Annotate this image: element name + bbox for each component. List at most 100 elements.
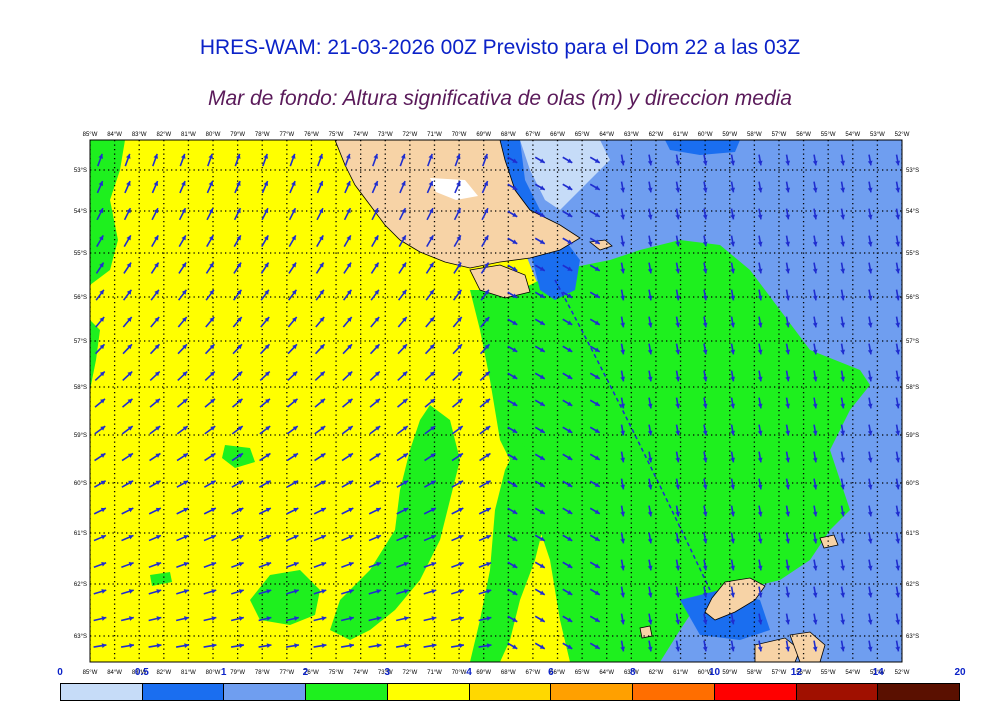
direction-arrow bbox=[372, 153, 378, 167]
direction-arrow bbox=[371, 207, 379, 221]
lat-label: 63°S bbox=[906, 634, 919, 640]
direction-arrow bbox=[478, 616, 492, 622]
direction-arrow bbox=[423, 589, 437, 595]
direction-arrow bbox=[534, 642, 546, 650]
direction-arrow bbox=[785, 289, 791, 301]
direction-arrow bbox=[93, 643, 107, 649]
lat-label: 58°S bbox=[74, 385, 87, 391]
lat-label: 60°S bbox=[906, 481, 919, 487]
direction-arrow bbox=[562, 291, 573, 299]
direction-arrow bbox=[258, 534, 272, 542]
direction-arrow bbox=[589, 345, 601, 353]
direction-arrow bbox=[234, 153, 241, 167]
lat-label: 56°S bbox=[906, 295, 919, 301]
lon-label: 61°W bbox=[673, 132, 688, 138]
direction-arrow bbox=[812, 478, 818, 490]
direction-arrow bbox=[620, 343, 626, 355]
direction-arrow bbox=[203, 589, 217, 595]
direction-arrow bbox=[233, 262, 242, 274]
direction-arrow bbox=[478, 534, 492, 542]
direction-arrow bbox=[313, 534, 327, 542]
direction-arrow bbox=[702, 289, 708, 301]
direction-arrow bbox=[675, 478, 681, 490]
direction-arrow bbox=[785, 424, 791, 436]
colorbar-cell bbox=[796, 684, 879, 700]
direction-arrow bbox=[368, 643, 382, 649]
direction-arrow bbox=[424, 398, 436, 408]
direction-arrow bbox=[702, 532, 708, 544]
direction-arrow bbox=[867, 559, 873, 571]
direction-arrow bbox=[423, 643, 437, 649]
colorbar-tick-label: 14 bbox=[872, 667, 884, 678]
direction-arrow bbox=[507, 642, 518, 650]
direction-arrow bbox=[812, 505, 818, 517]
direction-arrow bbox=[342, 316, 353, 328]
direction-arrow bbox=[344, 180, 351, 194]
colorbar-cell bbox=[142, 684, 225, 700]
direction-arrow bbox=[204, 398, 216, 408]
direction-arrow bbox=[342, 343, 353, 355]
direction-arrow bbox=[315, 262, 325, 274]
direction-arrow bbox=[620, 397, 626, 409]
direction-arrow bbox=[232, 370, 243, 382]
direction-arrow bbox=[288, 207, 297, 221]
field-green-central bbox=[470, 240, 870, 662]
direction-arrow bbox=[397, 289, 408, 301]
direction-arrow bbox=[895, 532, 901, 544]
direction-arrow bbox=[702, 613, 708, 625]
direction-arrow bbox=[341, 534, 354, 542]
direction-arrow bbox=[589, 642, 601, 650]
direction-arrow bbox=[840, 262, 846, 274]
direction-arrow bbox=[702, 235, 708, 247]
direction-arrow bbox=[812, 640, 818, 652]
direction-arrow bbox=[178, 207, 187, 221]
direction-arrow bbox=[562, 237, 573, 245]
direction-arrow bbox=[785, 208, 791, 220]
direction-arrow bbox=[286, 398, 299, 408]
direction-arrow bbox=[534, 588, 546, 596]
direction-arrow bbox=[812, 289, 818, 301]
lon-label: 54°W bbox=[845, 670, 860, 676]
direction-arrow bbox=[730, 235, 736, 247]
direction-arrow bbox=[507, 156, 518, 164]
lat-labels-left: 53°S 54°S 55°S 56°S 57°S 58°S 59°S 60°S 61°S 62°S… bbox=[74, 168, 87, 640]
direction-arrow bbox=[785, 478, 791, 490]
direction-arrow bbox=[840, 289, 846, 301]
direction-arrow bbox=[258, 643, 272, 649]
direction-arrow bbox=[785, 343, 791, 355]
direction-arrow bbox=[730, 289, 736, 301]
lon-label: 84°W bbox=[107, 132, 122, 138]
direction-arrow bbox=[178, 262, 187, 274]
direction-arrow bbox=[287, 316, 298, 328]
direction-arrow bbox=[785, 613, 791, 625]
direction-arrow bbox=[647, 343, 653, 355]
direction-arrow bbox=[259, 343, 271, 355]
lon-label: 59°W bbox=[722, 132, 737, 138]
lon-label: 74°W bbox=[353, 132, 368, 138]
direction-arrow bbox=[562, 318, 573, 326]
direction-arrow bbox=[121, 507, 134, 515]
direction-arrow bbox=[895, 370, 901, 382]
direction-arrow bbox=[730, 343, 736, 355]
direction-arrow bbox=[702, 559, 708, 571]
direction-arrow bbox=[231, 562, 244, 568]
direction-arrow bbox=[93, 480, 107, 488]
direction-arrow bbox=[426, 207, 434, 221]
lon-label: 57°W bbox=[772, 670, 787, 676]
direction-arrow bbox=[730, 640, 736, 652]
direction-arrow bbox=[675, 262, 681, 274]
lon-label: 53°W bbox=[870, 670, 885, 676]
direction-arrow bbox=[204, 370, 216, 382]
direction-arrow bbox=[205, 262, 215, 274]
lon-label: 75°W bbox=[329, 670, 344, 676]
direction-arrow bbox=[121, 589, 134, 595]
direction-arrow bbox=[589, 534, 601, 542]
direction-arrow bbox=[313, 480, 327, 488]
direction-arrow bbox=[895, 424, 901, 436]
direction-arrow bbox=[840, 586, 846, 598]
direction-arrow bbox=[840, 343, 846, 355]
colorbar-tick-label: 1 bbox=[220, 667, 227, 678]
lat-label: 63°S bbox=[74, 634, 87, 640]
direction-arrow bbox=[620, 559, 626, 571]
